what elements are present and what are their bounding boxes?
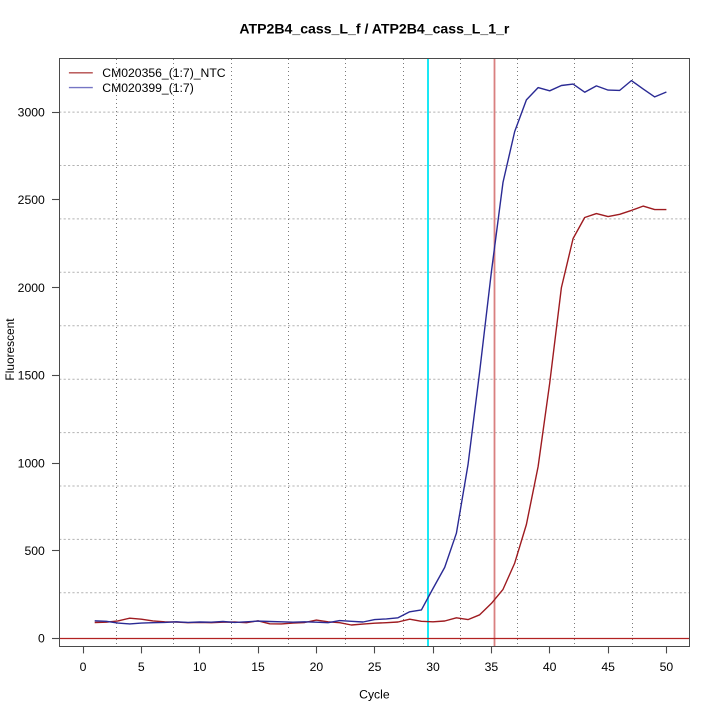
svg-text:1500: 1500 <box>18 369 45 383</box>
svg-text:1000: 1000 <box>18 456 45 470</box>
svg-text:2500: 2500 <box>18 193 45 207</box>
svg-text:500: 500 <box>24 544 45 558</box>
svg-text:0: 0 <box>38 632 45 646</box>
svg-text:Cycle: Cycle <box>359 688 390 702</box>
svg-text:ATP2B4_cass_L_f / ATP2B4_cass_: ATP2B4_cass_L_f / ATP2B4_cass_L_1_r <box>239 20 510 36</box>
svg-text:15: 15 <box>251 660 265 674</box>
svg-text:40: 40 <box>543 660 557 674</box>
svg-text:CM020399_(1:7): CM020399_(1:7) <box>102 81 193 95</box>
svg-text:30: 30 <box>426 660 440 674</box>
svg-text:5: 5 <box>138 660 145 674</box>
svg-text:20: 20 <box>310 660 324 674</box>
svg-text:45: 45 <box>601 660 615 674</box>
svg-text:0: 0 <box>80 660 87 674</box>
svg-text:50: 50 <box>660 660 674 674</box>
svg-text:25: 25 <box>368 660 382 674</box>
svg-text:35: 35 <box>485 660 499 674</box>
svg-text:3000: 3000 <box>18 105 45 119</box>
svg-text:CM020356_(1:7)_NTC: CM020356_(1:7)_NTC <box>102 66 225 80</box>
svg-text:Fluorescent: Fluorescent <box>3 318 17 381</box>
svg-text:10: 10 <box>193 660 207 674</box>
svg-text:2000: 2000 <box>18 281 45 295</box>
